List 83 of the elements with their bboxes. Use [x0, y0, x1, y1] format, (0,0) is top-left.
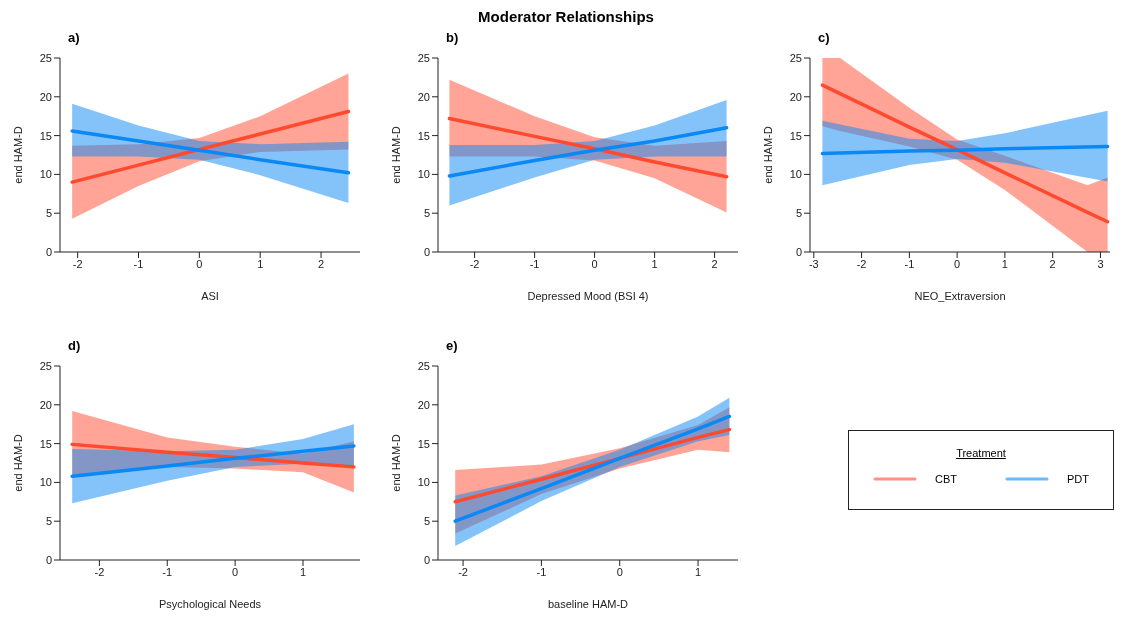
- x-axis-title: baseline HAM-D: [547, 598, 629, 610]
- x-tick-label: 2: [317, 257, 325, 270]
- y-tick-label: 25: [39, 359, 52, 372]
- y-axis-title: end HAM-D: [389, 126, 402, 184]
- x-tick-label: 1: [694, 565, 702, 578]
- x-tick-label: 1: [257, 257, 264, 270]
- y-tick-label: 25: [789, 51, 802, 64]
- x-axis-title: ASI: [201, 290, 219, 302]
- x-tick-label: -1: [904, 257, 915, 270]
- x-axis-title: Psychological Needs: [158, 598, 262, 610]
- x-axis-title: Depressed Mood (BSI 4): [527, 290, 649, 302]
- y-tick-label: 25: [417, 51, 430, 64]
- x-tick-label: 2: [1049, 257, 1056, 270]
- chart-subtitle: c): [818, 30, 830, 45]
- x-tick-label: -1: [162, 565, 173, 578]
- legend-title: Treatment: [955, 447, 1007, 459]
- x-tick-label: 1: [651, 257, 658, 270]
- y-tick-label: 25: [39, 51, 52, 64]
- y-tick-label: 10: [39, 476, 52, 489]
- y-tick-label: 15: [789, 129, 802, 142]
- y-tick-label: 0: [423, 245, 430, 258]
- y-tick-label: 10: [417, 168, 430, 181]
- y-axis-title: end HAM-D: [11, 126, 24, 184]
- y-axis-title: end HAM-D: [389, 434, 402, 492]
- line-series: [70, 442, 356, 469]
- legend-label: PDT: [1067, 473, 1089, 485]
- y-tick-label: 0: [45, 553, 52, 566]
- x-tick-label: -1: [536, 565, 547, 578]
- x-tick-label: 0: [616, 565, 623, 578]
- y-tick-label: 15: [417, 437, 430, 450]
- x-tick-label: -3: [808, 257, 819, 270]
- line-series: [447, 116, 729, 179]
- y-tick-label: 5: [423, 207, 430, 220]
- line-series: [820, 83, 1110, 224]
- y-axis-title: end HAM-D: [761, 126, 774, 184]
- x-tick-label: 2: [711, 257, 718, 270]
- y-tick-label: 5: [45, 515, 52, 528]
- y-tick-label: 15: [39, 437, 52, 450]
- x-tick-label: 1: [1001, 257, 1008, 270]
- y-tick-label: 15: [39, 129, 52, 142]
- line-series: [447, 126, 729, 178]
- legend-label: CBT: [935, 473, 957, 485]
- y-tick-label: 20: [417, 90, 430, 103]
- y-axis-title: end HAM-D: [11, 434, 24, 492]
- chart-title: Moderator Relationships: [477, 8, 655, 25]
- chart-subtitle: a): [68, 30, 80, 45]
- y-tick-label: 5: [795, 207, 802, 220]
- y-tick-label: 20: [789, 90, 802, 103]
- x-tick-label: 1: [299, 565, 307, 578]
- y-tick-label: 5: [45, 207, 52, 220]
- line-series: [70, 129, 351, 175]
- chart-subtitle: b): [446, 30, 459, 45]
- y-tick-label: 20: [39, 398, 52, 411]
- y-tick-label: 10: [39, 168, 52, 181]
- y-tick-label: 20: [39, 90, 52, 103]
- x-tick-label: 0: [591, 257, 598, 270]
- y-tick-label: 25: [417, 359, 430, 372]
- x-tick-label: 0: [954, 257, 961, 270]
- y-tick-label: 20: [417, 398, 430, 411]
- line-series: [70, 109, 351, 184]
- x-tick-label: -1: [133, 257, 144, 270]
- x-tick-label: -1: [529, 257, 540, 270]
- chart-subtitle: d): [68, 338, 81, 353]
- y-tick-label: 0: [423, 553, 430, 566]
- y-tick-label: 10: [789, 168, 802, 181]
- x-tick-label: -2: [94, 565, 105, 578]
- x-tick-label: -2: [72, 257, 83, 270]
- x-tick-label: 0: [196, 257, 203, 270]
- y-tick-label: 5: [423, 515, 430, 528]
- line-series: [453, 414, 732, 523]
- x-tick-label: -2: [469, 257, 480, 270]
- line-series: [820, 144, 1110, 156]
- y-tick-label: 0: [45, 245, 52, 258]
- x-tick-label: 0: [232, 565, 239, 578]
- x-tick-label: -2: [856, 257, 867, 270]
- y-tick-label: 10: [417, 476, 430, 489]
- y-tick-label: 15: [417, 129, 430, 142]
- x-tick-label: -2: [458, 565, 468, 578]
- x-axis-title: NEO_Extraversion: [914, 290, 1006, 302]
- line-series: [70, 444, 356, 478]
- x-tick-label: 3: [1097, 257, 1104, 270]
- y-tick-label: 0: [795, 245, 802, 258]
- chart-subtitle: e): [446, 338, 458, 353]
